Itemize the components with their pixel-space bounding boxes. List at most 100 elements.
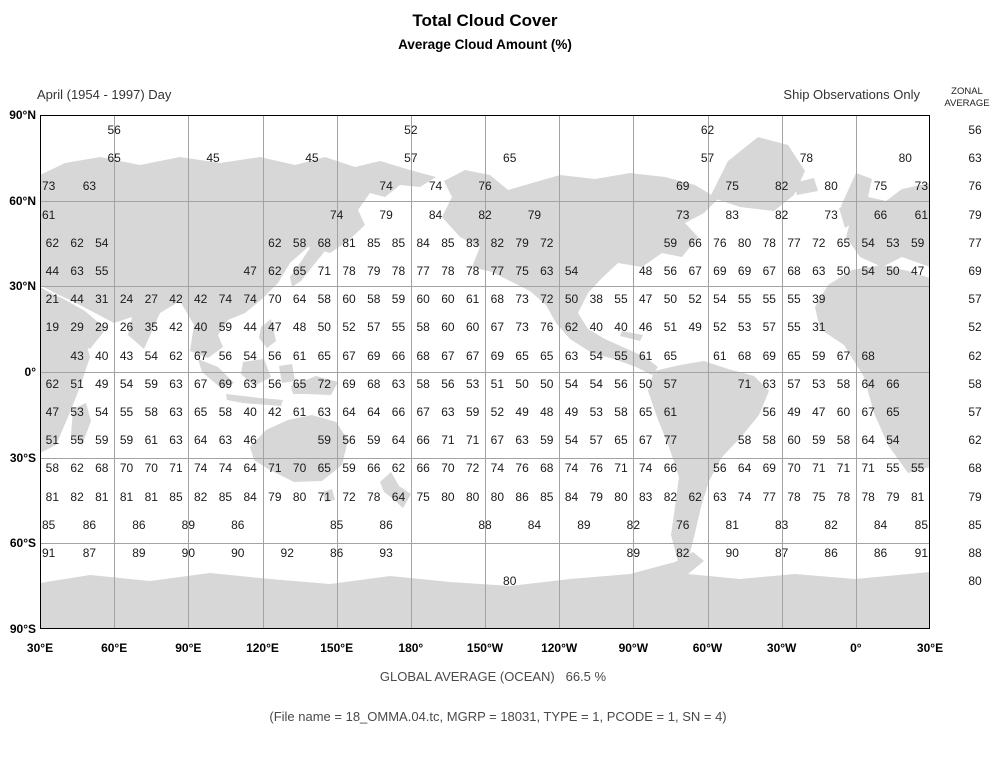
grid-value: 51: [70, 376, 84, 391]
grid-value: 73: [41, 179, 56, 194]
grid-value: 77: [490, 264, 505, 278]
grid-value: 83: [639, 489, 653, 504]
grid-value: 65: [540, 348, 554, 363]
grid-value: 62: [169, 348, 183, 363]
grid-value: 85: [218, 489, 233, 504]
grid-value: 59: [540, 433, 554, 448]
grid-value: 85: [391, 235, 406, 250]
grid-value: 71: [812, 461, 826, 476]
grid-value: 64: [243, 461, 257, 476]
grid-value: 78: [836, 489, 851, 504]
grid-value: 61: [914, 207, 929, 222]
grid-value: 59: [317, 433, 331, 448]
grid-value: 87: [82, 546, 97, 560]
grid-value: 63: [391, 376, 406, 391]
grid-value: 55: [95, 264, 109, 278]
grid-value: 57: [700, 151, 715, 166]
grid-value: 53: [737, 320, 752, 335]
grid-value: 76: [540, 320, 554, 335]
grid-value: 60: [441, 320, 455, 335]
zonal-average-value: 68: [968, 461, 982, 476]
grid-value: 57: [762, 320, 776, 335]
grid-value: 86: [329, 546, 344, 560]
grid-value: 58: [218, 405, 233, 419]
grid-value: 82: [70, 489, 84, 504]
grid-value: 43: [119, 348, 134, 363]
latitude-tick-label: 30°N: [9, 279, 36, 294]
grid-value: 86: [515, 489, 529, 504]
grid-value: 89: [181, 517, 196, 532]
grid-value: 40: [243, 405, 257, 419]
grid-value: 62: [391, 461, 406, 476]
grid-value: 74: [329, 207, 344, 222]
grid-value: 85: [169, 489, 183, 504]
grid-value: 85: [41, 517, 56, 532]
grid-value: 44: [45, 264, 60, 278]
grid-value: 50: [515, 376, 529, 391]
longitude-tick-label: 120°E: [246, 641, 279, 655]
grid-value: 65: [639, 405, 653, 419]
grid-value: 68: [490, 292, 505, 307]
grid-value: 73: [515, 292, 529, 307]
grid-value: 40: [194, 320, 208, 335]
grid-value: 67: [465, 348, 480, 363]
zonal-average-value: 57: [968, 292, 982, 307]
grid-value: 51: [490, 376, 505, 391]
grid-value: 55: [762, 292, 776, 307]
grid-value: 29: [95, 320, 109, 335]
grid-value: 68: [861, 348, 875, 363]
global-average-value: 66.5 %: [565, 669, 607, 684]
page-subtitle: Average Cloud Amount (%): [398, 37, 572, 52]
grid-value: 57: [589, 433, 603, 448]
grid-value: 84: [416, 235, 430, 250]
grid-value: 71: [268, 461, 282, 476]
grid-value: 81: [45, 489, 60, 504]
grid-value: 58: [836, 376, 851, 391]
map-border: [40, 115, 930, 629]
longitude-tick-label: 150°W: [466, 641, 504, 655]
grid-value: 67: [416, 405, 430, 419]
page-title: Total Cloud Cover: [412, 11, 558, 30]
grid-value: 83: [774, 517, 789, 532]
longitude-tick-label: 180°: [398, 641, 424, 655]
grid-value: 65: [836, 235, 851, 250]
grid-value: 73: [676, 207, 690, 222]
grid-value: 85: [914, 517, 929, 532]
grid-value: 78: [367, 489, 381, 504]
grid-value: 59: [465, 405, 480, 419]
grid-value: 50: [317, 320, 331, 335]
zonal-average-value: 79: [968, 207, 982, 222]
grid-value: 72: [317, 376, 331, 391]
grid-value: 56: [663, 264, 678, 278]
grid-value: 54: [861, 264, 875, 278]
grid-value: 54: [589, 376, 603, 391]
grid-value: 68: [737, 348, 752, 363]
grid-value: 71: [465, 433, 480, 448]
grid-value: 64: [342, 405, 356, 419]
grid-value: 84: [428, 207, 443, 222]
grid-value: 63: [762, 376, 776, 391]
world-map: [40, 115, 930, 629]
grid-value: 57: [367, 320, 381, 335]
grid-value: 80: [441, 489, 455, 504]
grid-value: 59: [95, 433, 109, 448]
latitude-tick-label: 0°: [24, 365, 36, 379]
longitude-tick-label: 0°: [850, 641, 862, 655]
grid-value: 55: [70, 433, 84, 448]
grid-value: 56: [268, 348, 282, 363]
grid-value: 79: [515, 235, 529, 250]
grid-value: 58: [367, 292, 381, 307]
grid-value: 55: [391, 320, 406, 335]
grid-value: 55: [787, 320, 801, 335]
grid-value: 64: [737, 461, 752, 476]
grid-value: 68: [416, 348, 430, 363]
grid-value: 46: [639, 320, 653, 335]
grid-value: 60: [416, 292, 430, 307]
latitude-tick-label: 90°N: [9, 108, 36, 122]
grid-value: 89: [577, 517, 591, 532]
longitude-tick-label: 150°E: [320, 641, 354, 655]
grid-value: 66: [416, 461, 430, 476]
grid-value: 74: [218, 461, 233, 476]
grid-value: 62: [564, 320, 579, 335]
